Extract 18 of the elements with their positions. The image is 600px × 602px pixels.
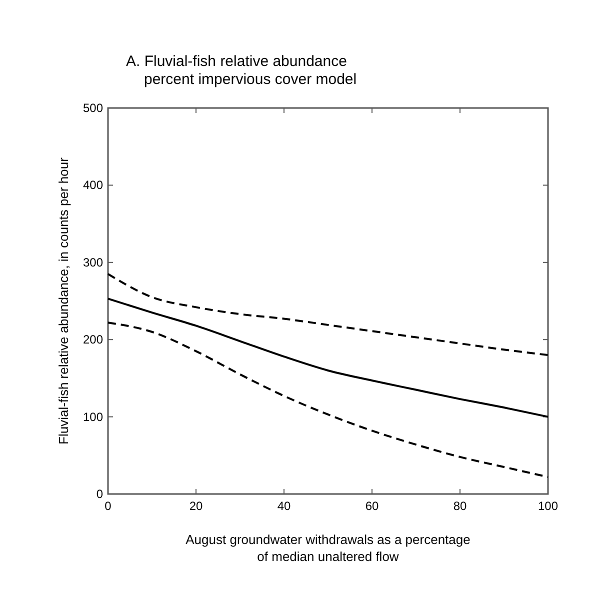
y-tick-label: 0 [96,487,104,501]
y-tick-label: 400 [82,178,104,192]
y-tick-label: 300 [82,255,104,270]
line-series [107,272,549,356]
y-tick-label: 200 [82,332,104,347]
y-tick-label: 500 [82,101,104,115]
y-tick-label: 100 [82,410,104,424]
x-tick-label: 100 [538,499,558,513]
x-tick-label: 20 [189,499,203,513]
x-tick-label: 0 [104,499,112,513]
x-tick-label: 40 [277,499,291,513]
y-axis-title: Fluvial-fish relative abundance, in counts per hour [56,156,71,444]
line-series [107,322,549,478]
x-tick-label: 80 [453,499,467,513]
line-series [107,298,549,418]
chart-title: A. Fluvial-fish relative abundance percent impervious cover model [126,53,357,88]
x-tick-label: 60 [365,499,379,513]
x-axis-title: August groundwater withdrawals as a percentage of median unaltered flow [186,532,470,564]
